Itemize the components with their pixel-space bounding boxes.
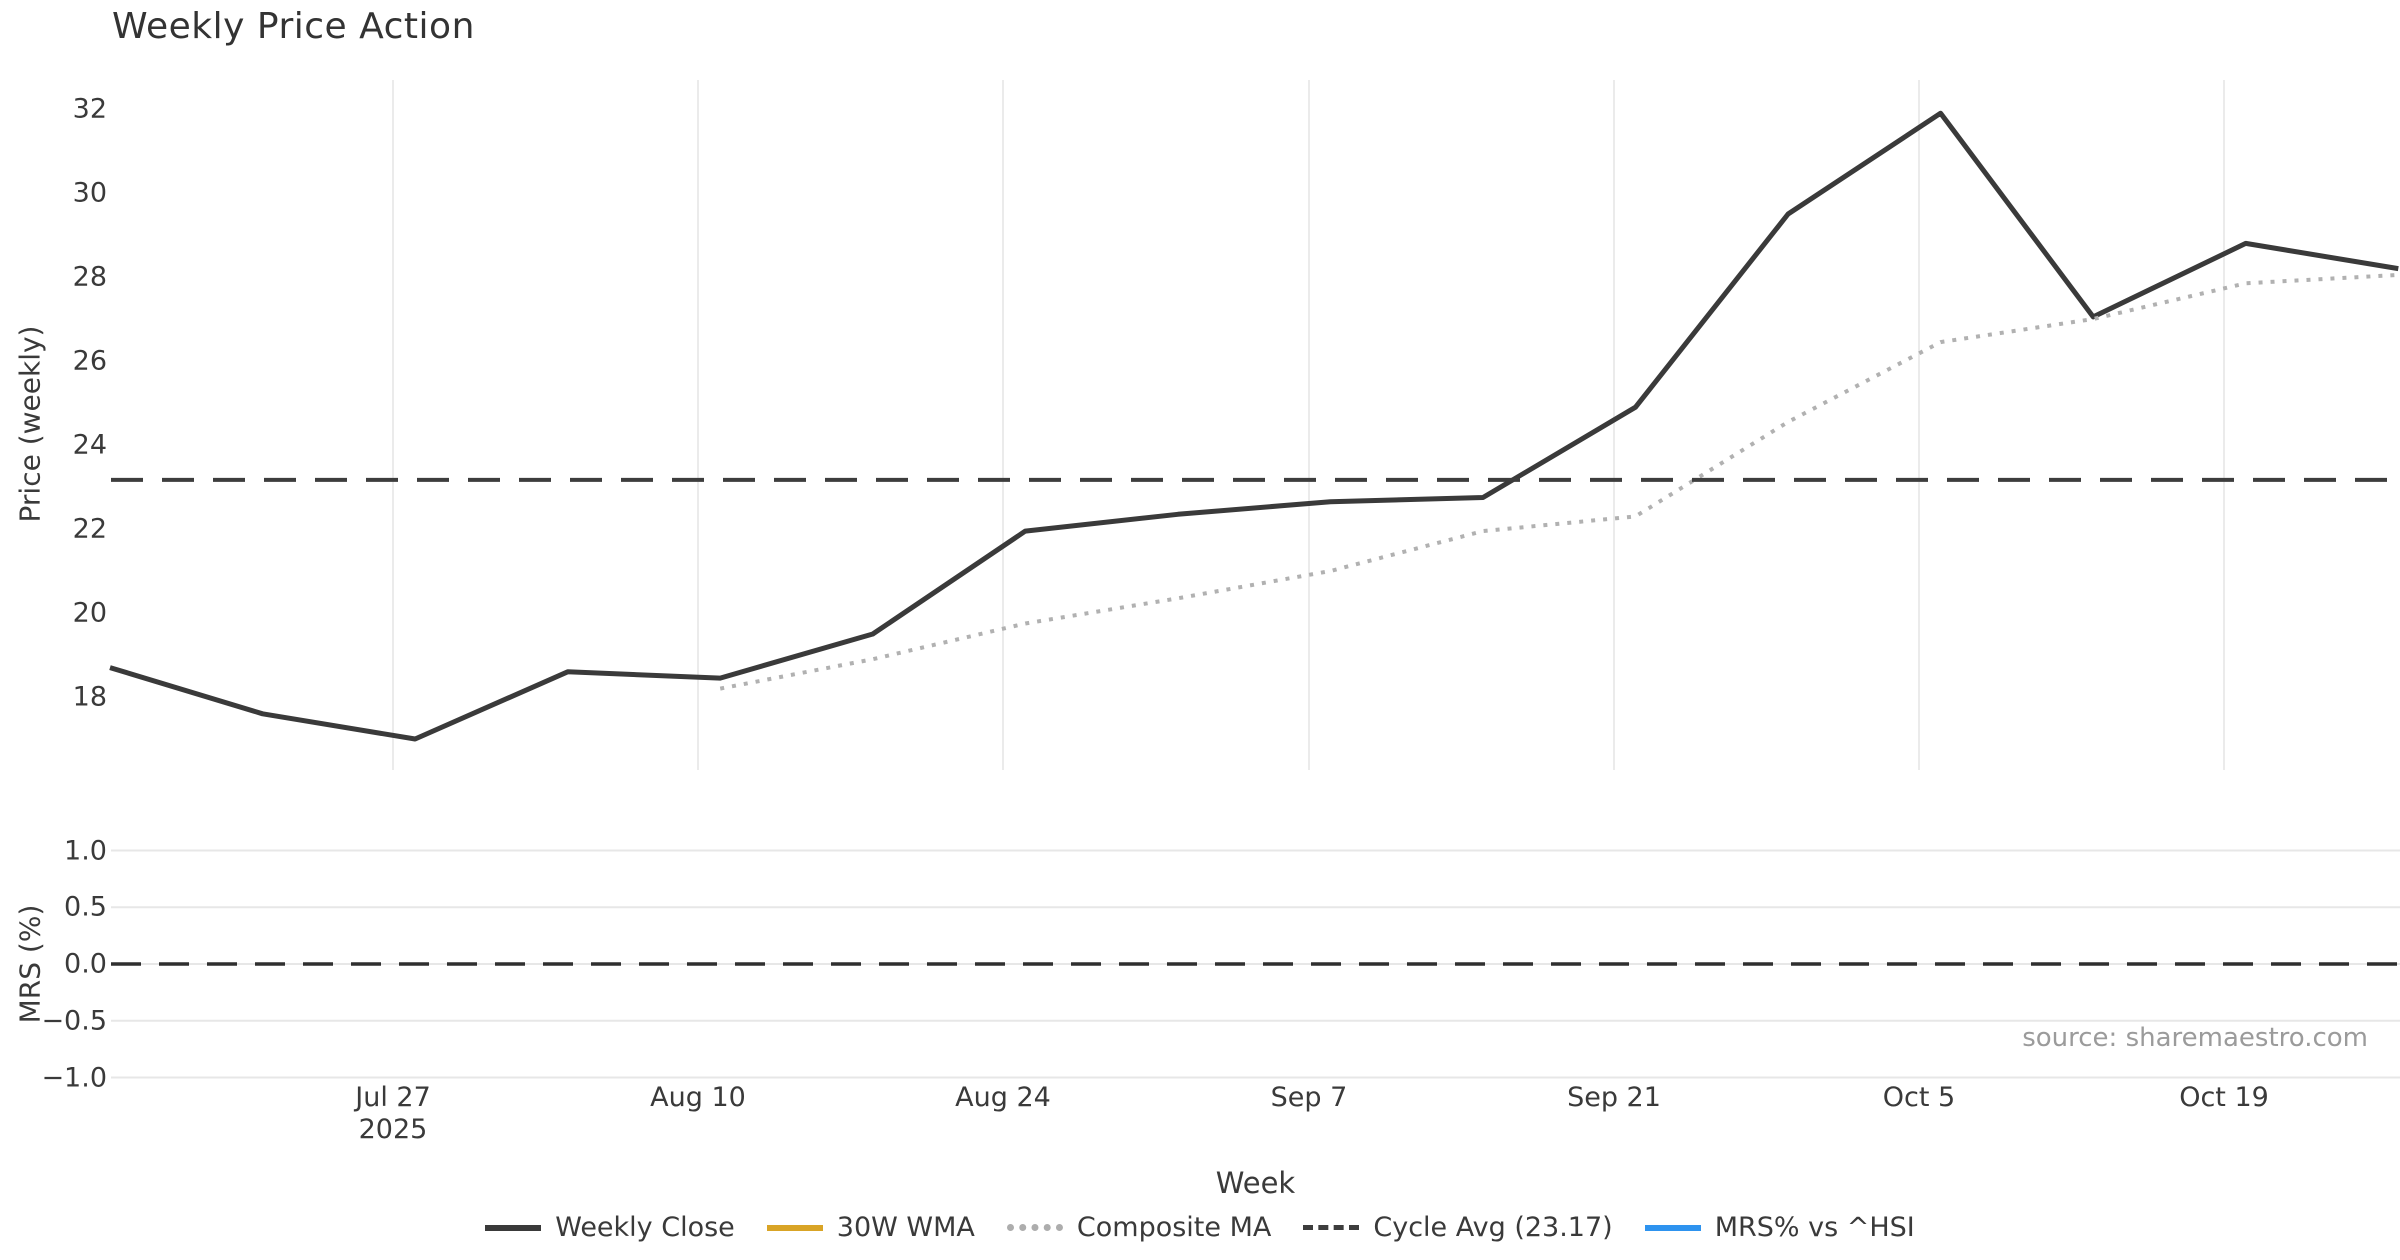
legend-label: MRS% vs ^HSI — [1714, 1212, 1915, 1243]
x-tick-date: Aug 24 — [955, 1082, 1051, 1113]
mrs-ytick-label: −1.0 — [41, 1062, 107, 1093]
x-tick-date: Aug 10 — [650, 1082, 746, 1113]
price-ytick-label: 20 — [72, 597, 107, 629]
legend-label: Weekly Close — [555, 1212, 735, 1243]
x-tick-label: Oct 5 — [1883, 1082, 1955, 1114]
legend-swatch-solid-icon — [485, 1224, 542, 1231]
legend-swatch-solid-icon — [766, 1224, 823, 1231]
legend-swatch-solid-icon — [1644, 1224, 1701, 1231]
x-tick-label: Aug 24 — [955, 1082, 1051, 1114]
legend-item: Composite MA — [1006, 1212, 1272, 1243]
x-tick-label: Aug 10 — [650, 1082, 746, 1114]
x-axis-label: Week — [1215, 1166, 1296, 1200]
weekly-close-line — [109, 110, 2399, 742]
price-ytick-label: 32 — [72, 93, 107, 125]
x-tick-date: Jul 27 — [355, 1082, 431, 1113]
legend-label: 30W WMA — [836, 1212, 975, 1243]
legend-item: Cycle Avg (23.17) — [1303, 1212, 1613, 1243]
x-tick-year: 2025 — [358, 1114, 428, 1145]
x-tick-date: Sep 21 — [1567, 1082, 1661, 1113]
mrs-ytick-label: 0.5 — [64, 891, 107, 923]
legend: Weekly Close 30W WMA Composite MA Cycle Avg… — [0, 1212, 2400, 1243]
x-tick-date: Oct 5 — [1882, 1082, 1956, 1113]
price-ytick-label: 30 — [72, 177, 107, 209]
legend-swatch-dashed-icon — [1303, 1225, 1360, 1230]
mrs-ytick-label: 0.0 — [64, 948, 107, 980]
legend-item: Weekly Close — [485, 1212, 735, 1243]
x-tick-label: Sep 21 — [1567, 1082, 1661, 1114]
price-ytick-label: 18 — [72, 681, 107, 713]
price-ytick-label: 28 — [72, 261, 107, 293]
legend-item: 30W WMA — [766, 1212, 975, 1243]
price-ytick-label: 24 — [72, 429, 107, 461]
source-note: source: sharemaestro.com — [2022, 1023, 2368, 1053]
legend-label: Cycle Avg (23.17) — [1373, 1212, 1613, 1243]
mrs-ytick-label: −0.5 — [41, 1005, 107, 1037]
price-ytick-label: 26 — [72, 345, 107, 377]
x-tick-label: Jul 27 2025 — [355, 1082, 431, 1146]
legend-swatch-dotted-icon — [1006, 1224, 1063, 1231]
chart-title: Weekly Price Action — [112, 6, 475, 47]
x-tick-date: Sep 7 — [1270, 1082, 1348, 1113]
x-tick-label: Sep 7 — [1271, 1082, 1348, 1114]
composite-ma-line — [719, 272, 2399, 691]
price-ytick-label: 22 — [72, 513, 107, 545]
legend-item: MRS% vs ^HSI — [1644, 1212, 1915, 1243]
x-tick-label: Oct 19 — [2179, 1082, 2269, 1114]
mrs-ytick-label: 1.0 — [64, 835, 107, 866]
x-tick-date: Oct 19 — [2179, 1082, 2269, 1113]
legend-label: Composite MA — [1076, 1212, 1272, 1243]
